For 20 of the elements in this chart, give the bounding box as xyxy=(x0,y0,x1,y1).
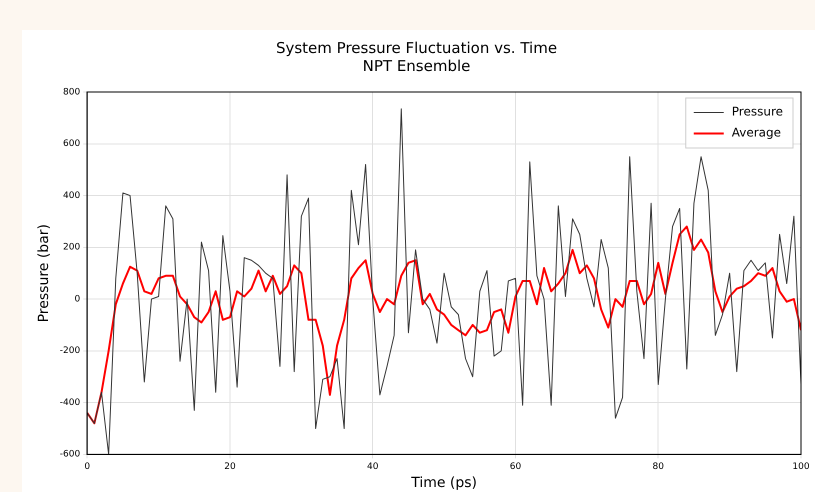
y-tick-label: -600 xyxy=(60,450,80,460)
x-tick-label: 80 xyxy=(652,462,664,472)
legend-label: Average xyxy=(732,126,782,140)
y-tick-label: 600 xyxy=(63,139,80,150)
y-tick-label: 800 xyxy=(63,87,80,98)
x-tick-label: 60 xyxy=(510,462,522,472)
x-tick-label: 20 xyxy=(224,462,236,472)
chart-title: System Pressure Fluctuation vs. Time xyxy=(276,38,558,57)
x-tick-label: 40 xyxy=(367,462,379,472)
x-tick-label: 100 xyxy=(792,462,810,472)
x-axis-title: Time (ps) xyxy=(410,475,478,492)
y-tick-label: 400 xyxy=(63,190,80,201)
y-tick-label: 0 xyxy=(74,294,80,304)
x-tick-label: 0 xyxy=(84,462,90,472)
legend-label: Pressure xyxy=(732,104,784,119)
y-tick-label: -200 xyxy=(60,346,80,356)
y-tick-label: -400 xyxy=(60,398,80,408)
chart-subtitle: NPT Ensemble xyxy=(362,56,470,75)
y-axis-title: Pressure (bar) xyxy=(36,224,52,322)
y-tick-label: 200 xyxy=(63,242,80,253)
